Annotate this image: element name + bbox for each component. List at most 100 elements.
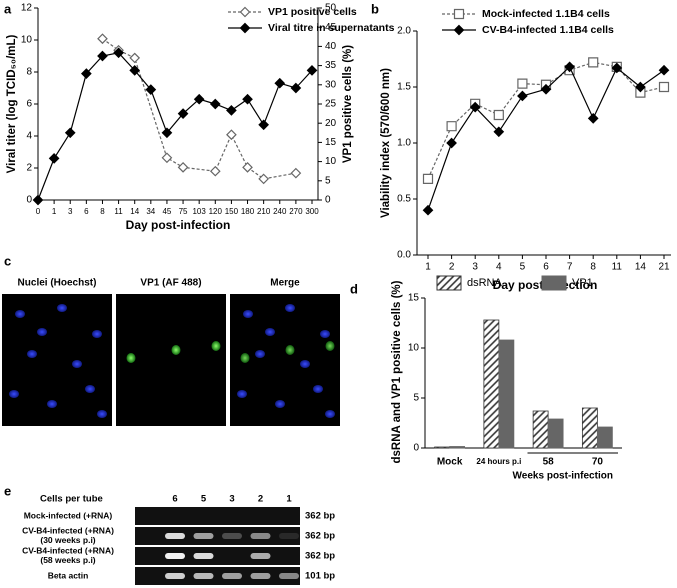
y2-tick-label: 45 — [325, 22, 337, 33]
y-axis-title: Viral titer (log TCID₅₀/mL) — [6, 34, 18, 173]
lane-label: 3 — [229, 494, 234, 505]
nucleus — [27, 350, 37, 358]
panel-label: a — [4, 1, 12, 16]
x-axis-title: Day post-infection — [126, 218, 231, 232]
y2-tick-label: 35 — [325, 60, 337, 71]
marker — [446, 121, 457, 132]
marker — [242, 93, 253, 105]
nucleus — [92, 330, 102, 338]
x-tick-label: 58 — [543, 457, 555, 468]
lane-header: Cells per tube — [40, 494, 103, 505]
nucleus — [325, 410, 335, 418]
x-tick-label: 11 — [612, 262, 623, 273]
gel-band — [250, 553, 271, 559]
x-tick-label: 103 — [192, 207, 206, 216]
legend-swatch — [436, 275, 462, 291]
y-tick-label: 4 — [26, 131, 32, 142]
marker — [161, 127, 173, 139]
vp1-signal — [240, 353, 250, 363]
legend-label: Viral titre in supernatants — [268, 22, 395, 34]
gel-band — [193, 533, 214, 539]
marker — [611, 62, 623, 74]
nucleus — [237, 390, 247, 398]
y-axis-title: dsRNA and VP1 positive cells (%) — [391, 280, 403, 463]
y-tick-label: 0 — [26, 195, 32, 206]
marker — [48, 153, 60, 164]
lane-label: 6 — [172, 494, 177, 505]
gel-band — [165, 533, 185, 539]
bar — [498, 339, 515, 449]
panel-label: e — [4, 483, 11, 498]
band-size: 362 bp — [305, 551, 335, 562]
bar — [581, 407, 598, 449]
nucleus — [47, 400, 57, 408]
y2-tick-label: 40 — [325, 41, 337, 52]
marker — [226, 105, 237, 116]
series-line — [102, 38, 296, 180]
gel — [135, 527, 300, 545]
row-label: CV-B4-infected (+RNA) — [22, 546, 114, 556]
row-label: (30 weeks p.i) — [40, 535, 95, 545]
y-tick-label: 0 — [413, 443, 419, 454]
gel-band — [193, 553, 214, 559]
panel-label: d — [350, 281, 358, 296]
marker — [469, 101, 481, 113]
gel — [135, 547, 300, 565]
marker — [658, 81, 670, 93]
row-label: (58 weeks p.i) — [40, 555, 95, 565]
x-tick-label: 180 — [241, 207, 255, 216]
y2-axis-title: VP1 positive cells (%) — [342, 45, 354, 163]
marker — [32, 194, 44, 206]
group-label: Weeks post-infection — [513, 471, 613, 482]
gel-band — [279, 533, 299, 539]
y2-tick-label: 10 — [325, 156, 337, 167]
nucleus — [9, 390, 19, 398]
marker — [493, 126, 505, 138]
marker — [129, 65, 141, 76]
x-tick-label: 21 — [658, 262, 670, 273]
nucleus — [85, 385, 95, 393]
vp1-signal — [171, 345, 181, 355]
gel-band — [193, 573, 214, 579]
y2-tick-label: 20 — [325, 118, 337, 129]
y2-tick-label: 30 — [325, 79, 337, 90]
vp1-signal — [285, 345, 295, 355]
series-line — [427, 61, 665, 180]
marker — [517, 90, 528, 102]
band-size: 362 bp — [305, 531, 335, 542]
nucleus — [275, 400, 285, 408]
y-tick-label: 0.0 — [397, 250, 411, 261]
x-tick-label: 5 — [520, 262, 526, 273]
y-tick-label: 6 — [26, 99, 32, 110]
x-tick-label: 4 — [496, 262, 502, 273]
gel-band — [250, 533, 271, 539]
y-tick-label: 8 — [26, 67, 32, 78]
series-line — [37, 52, 313, 201]
gel-band — [165, 573, 185, 579]
legend-label: Mock-infected 1.1B4 cells — [482, 8, 610, 20]
vp1-signal — [126, 353, 136, 363]
gel-band — [165, 553, 185, 559]
x-tick-label: 1 — [52, 207, 57, 216]
x-tick-label: 270 — [289, 207, 303, 216]
marker — [113, 47, 124, 59]
y-axis-title: Viability index (570/600 nm) — [380, 68, 392, 218]
y-tick-label: 1.5 — [397, 82, 411, 93]
y-tick-label: 1.0 — [397, 138, 411, 149]
gel — [135, 567, 300, 585]
legend-label: VP1 positive cells — [268, 6, 357, 18]
marker — [517, 78, 528, 89]
marker — [290, 167, 302, 179]
legend-label: VP1 — [572, 277, 593, 289]
x-tick-label: 2 — [449, 262, 455, 273]
y-tick-label: 10 — [21, 35, 33, 46]
y-tick-label: 5 — [413, 393, 419, 404]
x-tick-label: 34 — [146, 207, 155, 216]
x-tick-label: 70 — [592, 457, 604, 468]
marker — [177, 108, 189, 119]
x-tick-label: 11 — [114, 207, 123, 216]
marker — [161, 152, 173, 164]
legend-marker — [453, 24, 465, 36]
marker — [64, 127, 76, 139]
